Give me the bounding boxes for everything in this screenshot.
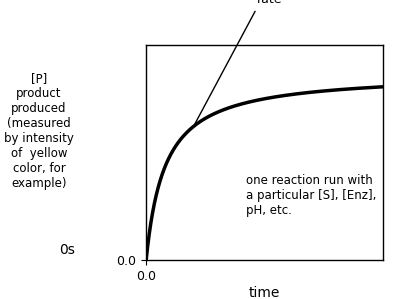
Text: one reaction run with
a particular [S], [Enz],
pH, etc.: one reaction run with a particular [S], … [246, 174, 376, 217]
Text: Initial
reaction
rate: Initial reaction rate [195, 0, 295, 124]
X-axis label: time: time [249, 286, 280, 299]
Text: [P]
product
produced
(measured
by intensity
of  yellow
color, for
example): [P] product produced (measured by intens… [4, 72, 74, 190]
Text: 0s: 0s [59, 243, 75, 257]
